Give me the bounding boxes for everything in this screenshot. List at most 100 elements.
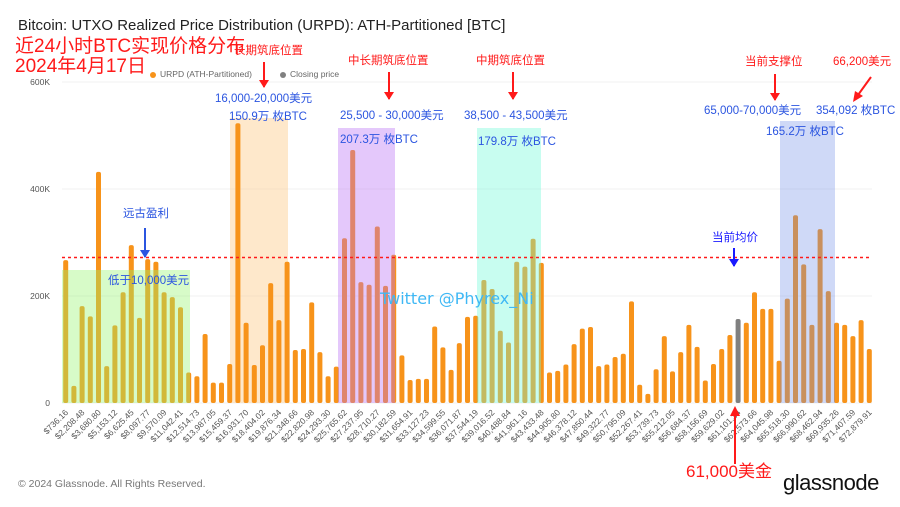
copyright: © 2024 Glassnode. All Rights Reserved. xyxy=(18,478,206,490)
bar xyxy=(383,285,388,403)
bar xyxy=(137,317,142,403)
current-price-label: 61,000美金 xyxy=(686,462,772,481)
bar xyxy=(260,345,265,403)
bar xyxy=(530,238,536,403)
bar xyxy=(63,260,69,403)
bar xyxy=(71,385,77,403)
bar xyxy=(497,330,503,403)
bar xyxy=(538,262,544,403)
bar xyxy=(96,171,101,403)
arrow-down-icon xyxy=(770,74,780,101)
avg-price-label: 当前均价 xyxy=(712,232,758,244)
bar xyxy=(719,348,725,403)
bar xyxy=(120,292,126,403)
bar xyxy=(661,336,667,403)
watermark: Twitter @Phyrex_Ni xyxy=(380,289,534,308)
legend-dot-icon xyxy=(280,71,286,78)
bar xyxy=(407,379,413,403)
y-tick-label: 400K xyxy=(30,184,50,194)
bar xyxy=(637,384,643,403)
bar xyxy=(743,322,749,403)
bar xyxy=(842,324,848,403)
bar xyxy=(481,279,487,403)
bar xyxy=(448,369,454,403)
bar xyxy=(752,292,757,403)
legend-label: Closing price xyxy=(290,69,340,79)
bar xyxy=(817,229,823,403)
bar xyxy=(465,316,470,403)
bar xyxy=(301,348,306,403)
mid-long-term-label: 中长期筑底位置 xyxy=(348,55,429,67)
mid-term-amount: 179.8万 枚BTC xyxy=(478,136,556,148)
bar xyxy=(768,308,774,403)
arrow-down-icon xyxy=(259,62,269,88)
y-tick-label: 0 xyxy=(45,398,50,408)
bar xyxy=(620,353,626,403)
ancient-profit-label: 远古盈利 xyxy=(123,208,169,220)
bar xyxy=(522,266,528,403)
bar xyxy=(432,326,438,403)
bar xyxy=(825,291,831,403)
support-label: 当前支撑位 xyxy=(745,56,803,68)
bar xyxy=(243,322,249,403)
support-amount: 165.2万 枚BTC xyxy=(766,126,844,138)
bar xyxy=(424,378,429,403)
bar xyxy=(440,347,446,403)
bar xyxy=(87,316,93,403)
y-tick-label: 600K xyxy=(30,77,50,87)
glassnode-logo: glassnode xyxy=(783,470,879,495)
bar xyxy=(514,261,520,403)
long-term-amount: 150.9万 枚BTC xyxy=(229,111,307,123)
bar xyxy=(784,298,790,403)
bar xyxy=(473,315,479,403)
bar xyxy=(506,342,511,403)
bar xyxy=(292,350,298,403)
bar xyxy=(555,370,561,403)
highlight-band-mid-long-term xyxy=(338,128,395,403)
bar xyxy=(153,261,159,403)
bar xyxy=(760,308,766,403)
bar xyxy=(809,324,815,403)
bar xyxy=(112,325,118,403)
bar xyxy=(678,352,684,403)
ancient-range: 低于10,000美元 xyxy=(108,275,190,287)
bar xyxy=(456,343,462,403)
bar xyxy=(342,238,347,403)
bar xyxy=(309,302,315,403)
closing-price-bar xyxy=(735,319,741,403)
bar xyxy=(284,261,290,403)
bar xyxy=(415,378,421,403)
peak-label: 66,200美元 xyxy=(833,56,892,68)
peak-amount: 354,092 枚BTC xyxy=(816,105,896,117)
bar xyxy=(686,324,692,403)
arrow-down-icon xyxy=(729,248,739,267)
mid-long-term-range: 25,500 - 30,000美元 xyxy=(340,110,444,122)
long-term-range: 16,000-20,000美元 xyxy=(215,93,313,105)
bar xyxy=(202,333,208,403)
bar xyxy=(834,322,839,403)
bar xyxy=(227,363,233,403)
long-term-label: 长期筑底位置 xyxy=(234,45,303,57)
bar xyxy=(588,327,593,403)
bar xyxy=(317,352,323,403)
bar xyxy=(145,259,151,403)
bar xyxy=(702,380,708,403)
bar xyxy=(350,149,356,403)
legend-item-closing[interactable]: Closing price xyxy=(280,69,339,79)
legend-item-urpd[interactable]: URPD (ATH-Partitioned) xyxy=(150,69,252,79)
bar xyxy=(169,297,175,403)
legend-dot-icon xyxy=(150,71,156,78)
mid-long-term-amount: 207.3万 枚BTC xyxy=(340,134,418,146)
bar xyxy=(358,282,364,403)
bar xyxy=(571,344,577,403)
arrow-down-icon xyxy=(508,72,518,100)
bar xyxy=(850,336,856,403)
legend-label: URPD (ATH-Partitioned) xyxy=(160,69,252,79)
bar xyxy=(563,364,569,403)
highlight-band-support xyxy=(780,121,835,403)
bar xyxy=(645,393,651,403)
bar xyxy=(694,346,700,403)
bar xyxy=(727,335,733,403)
bar xyxy=(210,382,216,403)
